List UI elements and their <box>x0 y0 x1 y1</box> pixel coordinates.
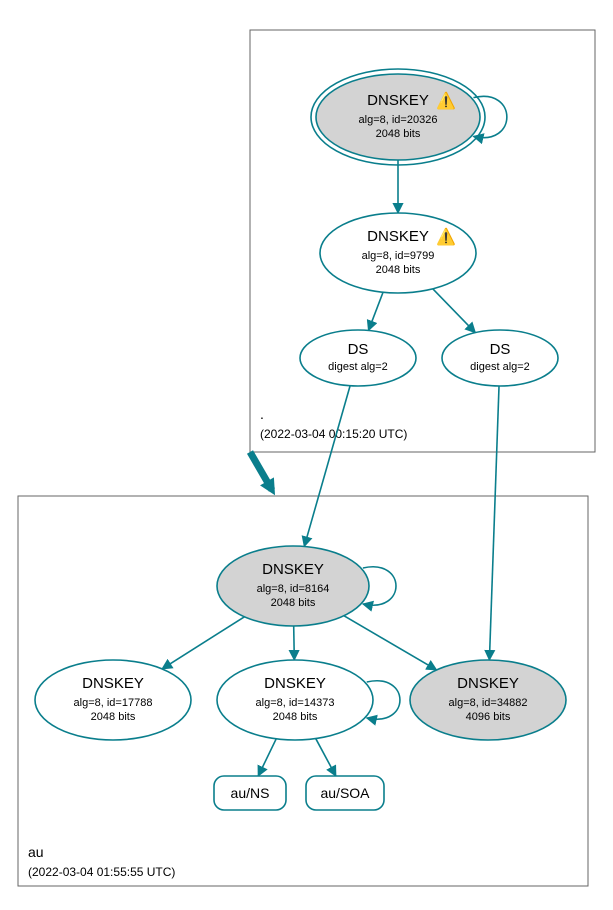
dnskey-9799-text: DNSKEY <box>367 228 429 245</box>
dnskey-9799: DNSKEY ⚠️alg=8, id=9799 2048 bits <box>320 213 476 293</box>
dnskey-20326-text: alg=8, id=20326 <box>359 114 438 126</box>
dnskey-17788-text: 2048 bits <box>91 711 136 723</box>
edge-dnskey-14373-au-soa <box>316 739 336 776</box>
dnskey-8164-text: DNSKEY <box>262 561 324 578</box>
edge-ds-left-dnskey-8164 <box>304 386 350 547</box>
dnskey-17788: DNSKEY alg=8, id=17788 2048 bits <box>35 660 191 740</box>
dnskey-14373-text: 2048 bits <box>273 711 318 723</box>
dnskey-9799-text: 2048 bits <box>376 264 421 276</box>
dnskey-34882: DNSKEY alg=8, id=34882 4096 bits <box>410 660 566 740</box>
dnskey-8164-text: alg=8, id=8164 <box>257 583 330 595</box>
au-ns-text: au/NS <box>231 785 270 801</box>
edge-ds-right-dnskey-34882 <box>489 386 499 660</box>
au-soa: au/SOA <box>306 776 384 810</box>
ds-left-text: DS <box>348 341 369 358</box>
dnssec-diagram: . (2022-03-04 00:15:20 UTC) au (2022-03-04 … <box>0 0 613 910</box>
dnskey-34882-text: DNSKEY <box>457 675 519 692</box>
au-zone-box-label: au <box>28 844 44 860</box>
dnskey-17788-text: alg=8, id=17788 <box>74 697 153 709</box>
dnskey-20326-text: DNSKEY <box>367 92 429 109</box>
edge-dnskey-9799-ds-left <box>368 292 383 330</box>
edge-dnskey-14373-au-ns <box>258 739 276 776</box>
edge-dnskey-9799-ds-right <box>433 289 476 333</box>
ds-left-text: digest alg=2 <box>328 361 388 373</box>
dnskey-20326: DNSKEY ⚠️ alg=8, id=20326 2048 bits <box>311 69 485 165</box>
dnskey-14373-text: alg=8, id=14373 <box>256 697 335 709</box>
dnskey-14373: DNSKEY alg=8, id=14373 2048 bits <box>217 660 373 740</box>
dnskey-8164-text: 2048 bits <box>271 597 316 609</box>
root-zone-box-timestamp: (2022-03-04 00:15:20 UTC) <box>260 427 407 441</box>
au-ns: au/NS <box>214 776 286 810</box>
ds-left: DS digest alg=2 <box>300 330 416 386</box>
edge-dnskey-8164-dnskey-14373 <box>294 626 295 660</box>
ds-right-text: DS <box>490 341 511 358</box>
warning-icon: ⚠️ <box>436 227 456 246</box>
edge-dnskey-8164-dnskey-34882 <box>344 616 437 670</box>
ds-right: DS digest alg=2 <box>442 330 558 386</box>
dnskey-9799-text: alg=8, id=9799 <box>362 250 435 262</box>
dnskey-34882-text: alg=8, id=34882 <box>449 697 528 709</box>
edge-dnskey-8164-dnskey-17788 <box>162 617 244 669</box>
au-soa-text: au/SOA <box>320 785 370 801</box>
dnskey-14373-text: DNSKEY <box>264 675 326 692</box>
dnskey-20326-text: 2048 bits <box>376 128 421 140</box>
ds-right-text: digest alg=2 <box>470 361 530 373</box>
warning-icon: ⚠️ <box>436 91 456 110</box>
au-zone-box-timestamp: (2022-03-04 01:55:55 UTC) <box>28 865 175 879</box>
dnskey-17788-text: DNSKEY <box>82 675 144 692</box>
dnskey-34882-text: 4096 bits <box>466 711 511 723</box>
root-zone-box-label: . <box>260 406 264 422</box>
dnskey-8164: DNSKEY alg=8, id=8164 2048 bits <box>217 546 369 626</box>
